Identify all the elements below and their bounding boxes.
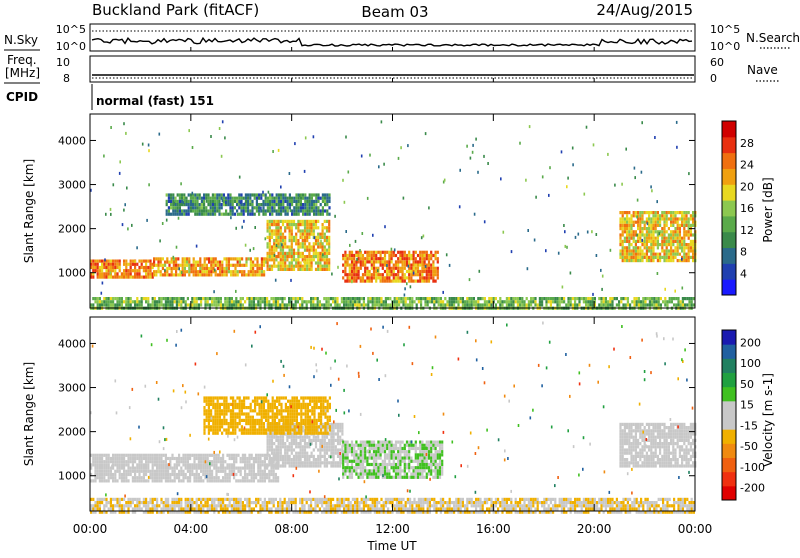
velocity-colorbar-label: Velocity [m s-1] <box>761 373 775 467</box>
time-x-axis: 00:00 04:00 08:00 12:00 16:00 20:00 00:00 <box>73 47 713 536</box>
feature-band-4 <box>342 251 439 283</box>
colorbar-swatch <box>722 344 736 359</box>
freq-unit-label: [MHz] <box>5 66 40 80</box>
colorbar-swatch <box>722 443 736 458</box>
x-tick-label: 00:00 <box>678 522 713 536</box>
x-tick-label: 20:00 <box>577 522 612 536</box>
colorbar-swatch <box>722 263 736 279</box>
colorbar-tick-label: 15 <box>740 399 754 412</box>
colorbar-swatch <box>722 373 736 388</box>
y-tick-label: 3000 <box>58 179 86 192</box>
colorbar-swatch <box>722 121 736 137</box>
y-tick-label: 1000 <box>58 470 86 483</box>
x-tick-label: 16:00 <box>476 522 511 536</box>
colorbar-swatch <box>722 168 736 184</box>
x-axis-label: Time UT <box>366 539 417 553</box>
feature-band-1 <box>90 454 279 483</box>
nsky-tick-low-right: 10^0 <box>710 40 740 53</box>
freq-tick-low: 8 <box>63 72 70 85</box>
nave-tick-low: 0 <box>710 72 717 85</box>
colorbar-swatch <box>722 358 736 373</box>
power-colorbar-label: Power [dB] <box>761 177 775 242</box>
colorbar-swatch <box>722 429 736 444</box>
power-heatmap-cells <box>90 120 696 310</box>
date-title: 24/Aug/2015 <box>596 1 693 19</box>
colorbar-swatch <box>722 401 736 416</box>
colorbar-swatch <box>722 279 736 295</box>
nsky-tick-high: 10^5 <box>56 23 86 36</box>
feature-band-4 <box>619 423 696 468</box>
colorbar-tick-label: -50 <box>740 440 758 453</box>
colorbar-swatch <box>722 232 736 248</box>
colorbar-swatch <box>722 486 736 501</box>
colorbar-swatch <box>722 472 736 487</box>
colorbar-tick-label: 28 <box>740 137 754 150</box>
nsky-label: N.Sky <box>4 33 38 47</box>
power-colorbar: 4 8 12 16 20 24 28 <box>722 121 754 296</box>
velocity-heatmap-cells <box>90 322 696 514</box>
x-tick-label: 12:00 <box>375 522 410 536</box>
colorbar-swatch <box>722 387 736 402</box>
colorbar-swatch <box>722 330 736 345</box>
colorbar-tick-label: 100 <box>740 357 761 370</box>
feature-band-5 <box>619 211 696 262</box>
velocity-ylabel: Slant Range [km] <box>22 362 36 466</box>
feature-upper <box>203 396 331 434</box>
nsky-panel-frame <box>90 24 695 51</box>
colorbar-tick-label: 8 <box>740 246 747 259</box>
colorbar-swatch <box>722 458 736 473</box>
x-tick-label: 08:00 <box>274 522 309 536</box>
feature-band-3 <box>342 441 443 479</box>
x-tick-label: 00:00 <box>73 522 108 536</box>
power-ylabel: Slant Range [km] <box>22 159 36 263</box>
colorbar-swatch <box>722 137 736 153</box>
nsky-tick-low: 10^0 <box>56 40 86 53</box>
freq-label: Freq. <box>7 53 37 67</box>
nave-tick-high: 60 <box>710 56 724 69</box>
y-tick-label: 1000 <box>58 267 86 280</box>
cpid-text: normal (fast) 151 <box>96 94 214 108</box>
colorbar-swatch <box>722 153 736 169</box>
y-tick-label: 2000 <box>58 223 86 236</box>
y-tick-label: 4000 <box>58 134 86 147</box>
colorbar-swatch <box>722 415 736 430</box>
colorbar-tick-label: 24 <box>740 159 754 172</box>
colorbar-swatch <box>722 248 736 264</box>
station-title: Buckland Park (fitACF) <box>92 1 259 19</box>
colorbar-tick-label: -15 <box>740 419 758 432</box>
y-tick-label: 2000 <box>58 426 86 439</box>
colorbar-tick-label: 12 <box>740 224 754 237</box>
feature-upper <box>166 193 331 215</box>
feature-band-1 <box>90 260 154 279</box>
freq-tick-high: 10 <box>56 56 70 69</box>
y-tick-label: 3000 <box>58 382 86 395</box>
feature-band-2 <box>153 257 267 276</box>
colorbar-tick-label: -200 <box>740 482 765 495</box>
colorbar-tick-label: 20 <box>740 180 754 193</box>
nsearch-label: N.Search <box>746 31 800 45</box>
nave-label: Nave <box>747 63 778 77</box>
nsky-tick-high-right: 10^5 <box>710 23 740 36</box>
colorbar-swatch <box>722 200 736 216</box>
colorbar-swatch <box>722 184 736 200</box>
colorbar-tick-label: 4 <box>740 267 747 280</box>
beam-title: Beam 03 <box>361 3 428 21</box>
nsky-trace <box>92 38 692 46</box>
x-tick-label: 04:00 <box>174 522 209 536</box>
y-tick-label: 4000 <box>58 337 86 350</box>
colorbar-tick-label: 200 <box>740 336 761 349</box>
cpid-label: CPID <box>6 90 38 104</box>
colorbar-swatch <box>722 216 736 232</box>
colorbar-tick-label: 16 <box>740 202 754 215</box>
colorbar-tick-label: 50 <box>740 378 754 391</box>
